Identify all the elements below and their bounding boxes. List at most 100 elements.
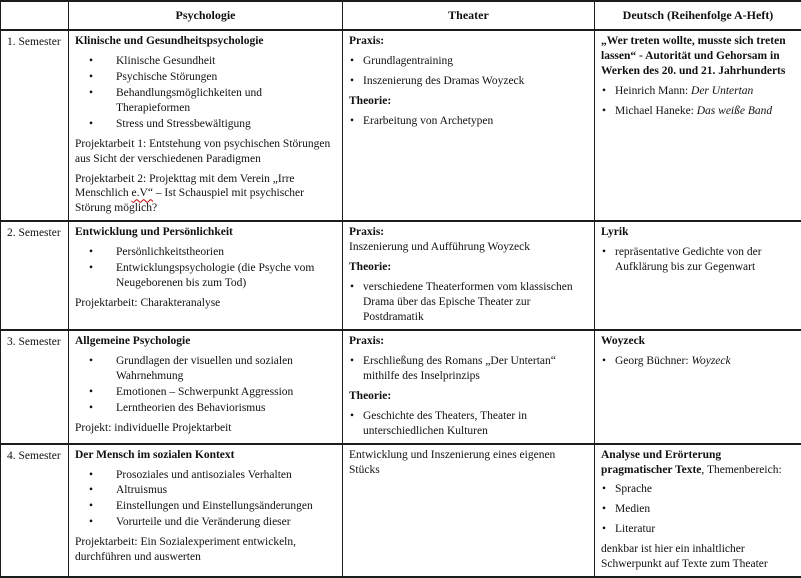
list-item: •Inszenierung des Dramas Woyzeck bbox=[349, 74, 588, 89]
list-item: •Georg Büchner: Woyzeck bbox=[601, 354, 795, 369]
list-item-text: Erschließung des Romans „Der Untertan“ m… bbox=[363, 354, 588, 384]
list-item-text: Inszenierung des Dramas Woyzeck bbox=[363, 74, 588, 89]
section-heading: Der Mensch im sozialen Kontext bbox=[75, 448, 336, 463]
cell-psychologie: Allgemeine Psychologie•Grundlagen der vi… bbox=[69, 330, 343, 444]
list-item: •Entwicklungspsychologie (die Psyche vom… bbox=[75, 261, 336, 291]
bullet-icon: • bbox=[601, 522, 615, 537]
cell-content: Klinische und Gesundheitspsychologie •Kli… bbox=[75, 34, 336, 216]
cell-deutsch: „Wer treten wollte, musste sich treten l… bbox=[595, 30, 801, 221]
cell-content: Allgemeine Psychologie•Grundlagen der vi… bbox=[75, 334, 336, 436]
section-heading: Lyrik bbox=[601, 225, 795, 240]
list-item: •Medien bbox=[601, 502, 795, 517]
paragraph: Analyse und Erörterung pragmatischer Tex… bbox=[601, 448, 795, 478]
corner-cell bbox=[1, 1, 69, 30]
list-item: •Persönlichkeitstheorien bbox=[75, 245, 336, 260]
text-run: Woyzeck bbox=[691, 355, 730, 367]
bullet-icon: • bbox=[601, 245, 615, 260]
cell-content: Praxis:•Grundlagentraining•Inszenierung … bbox=[349, 34, 588, 129]
list-item-text: Michael Haneke: Das weiße Band bbox=[615, 104, 795, 119]
list-item: •Altruismus bbox=[75, 483, 336, 498]
section-heading: Praxis: bbox=[349, 225, 588, 240]
list-item: •Einstellungen und Einstellungsänderunge… bbox=[75, 499, 336, 514]
list-item: •Erarbeitung von Archetypen bbox=[349, 114, 588, 129]
semester-label-cell: 4. Semester bbox=[1, 444, 69, 578]
list-item-text: Geschichte des Theaters, Theater in unte… bbox=[363, 409, 588, 439]
paragraph: Inszenierung und Aufführung Woyzeck bbox=[349, 240, 588, 255]
list-item: •Behandlungsmöglichkeiten und Therapiefo… bbox=[75, 86, 336, 116]
bullet-icon: • bbox=[75, 54, 116, 69]
bullet-icon: • bbox=[75, 86, 116, 101]
paragraph: Projektarbeit: Ein Sozialexperiment entw… bbox=[75, 535, 336, 565]
cell-theater: Praxis:Inszenierung und Aufführung Woyze… bbox=[343, 221, 595, 330]
semester-label-cell: 2. Semester bbox=[1, 221, 69, 330]
bullet-icon: • bbox=[75, 117, 116, 132]
bullet-list: •Klinische Gesundheit•Psychische Störung… bbox=[75, 54, 336, 132]
paragraph: denkbar ist hier ein inhaltlicher Schwer… bbox=[601, 542, 795, 572]
cell-psychologie: Klinische und Gesundheitspsychologie •Kli… bbox=[69, 30, 343, 221]
bullet-list: •Erschließung des Romans „Der Untertan“ … bbox=[349, 354, 588, 384]
bullet-list: •Geschichte des Theaters, Theater in unt… bbox=[349, 409, 588, 439]
cell-theater: Praxis:•Grundlagentraining•Inszenierung … bbox=[343, 30, 595, 221]
cell-content: Lyrik•repräsentative Gedichte von der Au… bbox=[601, 225, 795, 275]
section-heading: Theorie: bbox=[349, 94, 588, 109]
section-heading: Praxis: bbox=[349, 334, 588, 349]
text-run: , Themenbereich: bbox=[701, 464, 781, 476]
paragraph: Projektarbeit 2: Projekttag mit dem Vere… bbox=[75, 172, 336, 217]
list-item: •Prosoziales und antisoziales Verhalten bbox=[75, 468, 336, 483]
bullet-list: •Heinrich Mann: Der Untertan•Michael Han… bbox=[601, 84, 795, 119]
column-header-deutsch: Deutsch (Reihenfolge A-Heft) bbox=[595, 1, 801, 30]
bullet-list: •Georg Büchner: Woyzeck bbox=[601, 354, 795, 369]
bullet-icon: • bbox=[601, 502, 615, 517]
list-item-text: Georg Büchner: Woyzeck bbox=[615, 354, 795, 369]
list-item: •Erschließung des Romans „Der Untertan“ … bbox=[349, 354, 588, 384]
list-item-text: Prosoziales und antisoziales Verhalten bbox=[116, 468, 336, 483]
text-run: Heinrich Mann: bbox=[615, 85, 691, 97]
list-item-text: Stress und Stressbewältigung bbox=[116, 117, 336, 132]
cell-content: Entwicklung und Persönlichkeit•Persönlic… bbox=[75, 225, 336, 311]
section-heading: Allgemeine Psychologie bbox=[75, 334, 336, 349]
list-item-text: verschiedene Theaterformen vom klassisch… bbox=[363, 280, 588, 325]
column-header-theater: Theater bbox=[343, 1, 595, 30]
text-run: Georg Büchner: bbox=[615, 355, 691, 367]
list-item: •Lerntheorien des Behaviorismus bbox=[75, 401, 336, 416]
bullet-list: •Persönlichkeitstheorien•Entwicklungspsy… bbox=[75, 245, 336, 291]
bullet-list: •Sprache•Medien•Literatur bbox=[601, 482, 795, 537]
list-item-text: Vorurteile und die Veränderung dieser bbox=[116, 515, 336, 530]
cell-deutsch: Lyrik•repräsentative Gedichte von der Au… bbox=[595, 221, 801, 330]
list-item-text: Grundlagentraining bbox=[363, 54, 588, 69]
list-item-text: Medien bbox=[615, 502, 795, 517]
bullet-icon: • bbox=[349, 409, 363, 424]
bullet-icon: • bbox=[75, 70, 116, 85]
cell-content: Entwicklung und Inszenierung eines eigen… bbox=[349, 448, 588, 478]
cell-content: Woyzeck•Georg Büchner: Woyzeck bbox=[601, 334, 795, 369]
section-heading: Theorie: bbox=[349, 389, 588, 404]
cell-deutsch: Analyse und Erörterung pragmatischer Tex… bbox=[595, 444, 801, 578]
text-run: Michael Haneke: bbox=[615, 105, 697, 117]
section-heading: Praxis: bbox=[349, 34, 588, 49]
cell-content: Analyse und Erörterung pragmatischer Tex… bbox=[601, 448, 795, 573]
list-item-text: Grundlagen der visuellen und sozialen Wa… bbox=[116, 354, 336, 384]
list-item: •Klinische Gesundheit bbox=[75, 54, 336, 69]
list-item-text: Lerntheorien des Behaviorismus bbox=[116, 401, 336, 416]
cell-deutsch: Woyzeck•Georg Büchner: Woyzeck bbox=[595, 330, 801, 444]
column-header-psychologie: Psychologie bbox=[69, 1, 343, 30]
text-run: Der Untertan bbox=[691, 85, 753, 97]
bullet-list: •verschiedene Theaterformen vom klassisc… bbox=[349, 280, 588, 325]
cell-psychologie: Der Mensch im sozialen Kontext •Prosozial… bbox=[69, 444, 343, 578]
section-heading: Klinische und Gesundheitspsychologie bbox=[75, 34, 336, 49]
list-item-text: Einstellungen und Einstellungsänderungen bbox=[116, 499, 336, 514]
list-item: •Psychische Störungen bbox=[75, 70, 336, 85]
bullet-icon: • bbox=[75, 261, 116, 276]
section-heading: „Wer treten wollte, musste sich treten l… bbox=[601, 34, 795, 79]
paragraph: Entwicklung und Inszenierung eines eigen… bbox=[349, 448, 588, 478]
list-item-text: Literatur bbox=[615, 522, 795, 537]
list-item: •Vorurteile und die Veränderung dieser bbox=[75, 515, 336, 530]
paragraph: Projektarbeit: Charakteranalyse bbox=[75, 296, 336, 311]
semester-label-cell: 1. Semester bbox=[1, 30, 69, 221]
bullet-icon: • bbox=[75, 245, 116, 260]
